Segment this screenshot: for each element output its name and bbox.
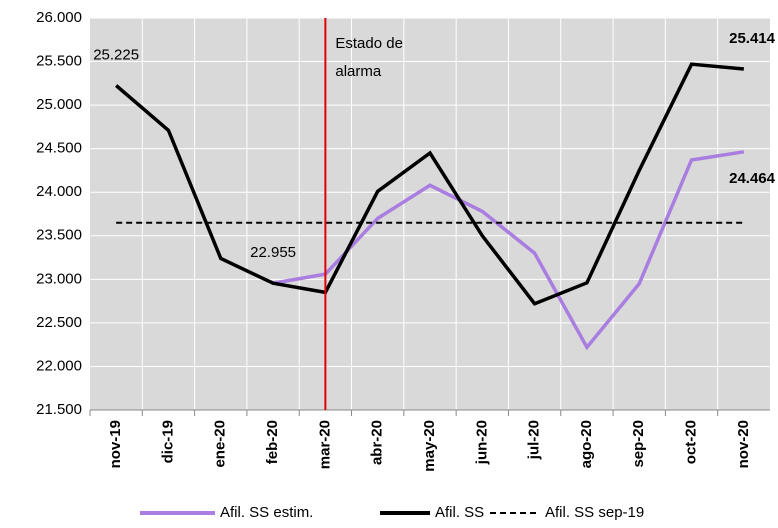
x-tick-label: nov-19 bbox=[107, 420, 124, 468]
legend-label: Afil. SS bbox=[435, 504, 484, 521]
data-label: 24.464 bbox=[729, 170, 776, 187]
legend-label: Afil. SS sep-19 bbox=[545, 504, 644, 521]
y-tick-label: 23.000 bbox=[36, 270, 82, 287]
y-tick-label: 23.500 bbox=[36, 227, 82, 244]
x-tick-label: mar-20 bbox=[316, 420, 333, 469]
x-tick-label: oct-20 bbox=[683, 420, 700, 464]
x-tick-label: jul-20 bbox=[526, 420, 543, 460]
y-tick-label: 21.500 bbox=[36, 401, 82, 418]
y-tick-label: 24.000 bbox=[36, 183, 82, 200]
line-series bbox=[272, 150, 745, 351]
data-label: 25.225 bbox=[93, 46, 139, 63]
x-tick-label: abr-20 bbox=[369, 420, 386, 465]
x-tick-label: may-20 bbox=[421, 420, 438, 472]
y-tick-label: 22.000 bbox=[36, 357, 82, 374]
y-tick-label: 25.500 bbox=[36, 53, 82, 70]
data-label: 22.955 bbox=[250, 244, 296, 261]
x-tick-label: dic-19 bbox=[159, 420, 176, 463]
x-tick-label: ene-20 bbox=[212, 420, 229, 468]
annotation-text: Estado de bbox=[335, 35, 403, 52]
y-tick-label: 24.500 bbox=[36, 140, 82, 157]
legend-label: Afil. SS estim. bbox=[220, 504, 313, 521]
y-tick-label: 26.000 bbox=[36, 9, 82, 26]
x-tick-label: jun-20 bbox=[473, 420, 490, 465]
data-label: 25.414 bbox=[729, 30, 776, 47]
y-tick-label: 25.000 bbox=[36, 96, 82, 113]
y-tick-label: 22.500 bbox=[36, 314, 82, 331]
x-tick-label: nov-20 bbox=[735, 420, 752, 468]
annotation-text: alarma bbox=[335, 63, 382, 80]
x-tick-label: sep-20 bbox=[630, 420, 647, 468]
x-tick-label: ago-20 bbox=[578, 420, 595, 468]
x-tick-label: feb-20 bbox=[264, 420, 281, 464]
line-series bbox=[115, 62, 745, 306]
